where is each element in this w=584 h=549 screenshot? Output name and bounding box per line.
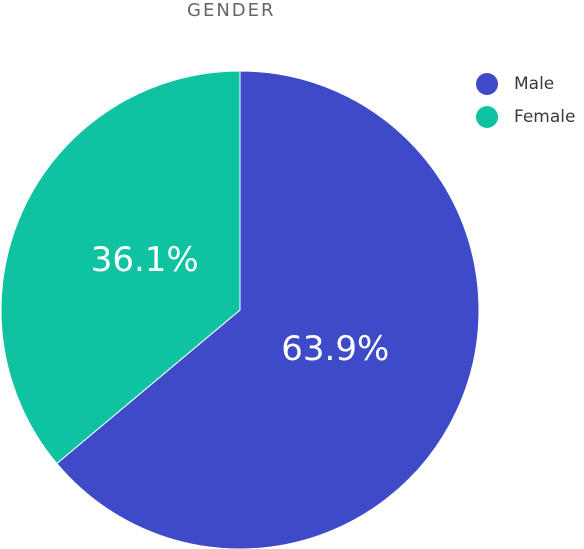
slice-label-female: 36.1% [91, 240, 199, 280]
legend: Male Female [476, 72, 575, 138]
pie-slice-male[interactable] [56, 70, 480, 549]
legend-item-male[interactable]: Male [476, 72, 575, 96]
legend-swatch-male [476, 73, 498, 95]
slice-label-male: 63.9% [281, 329, 389, 369]
pie-slice-female[interactable] [0, 70, 241, 465]
legend-label-female: Female [514, 107, 576, 127]
legend-swatch-female [476, 106, 498, 128]
legend-item-female[interactable]: Female [476, 105, 575, 129]
legend-label-male: Male [514, 74, 555, 94]
chart-title: GENDER [187, 0, 276, 21]
